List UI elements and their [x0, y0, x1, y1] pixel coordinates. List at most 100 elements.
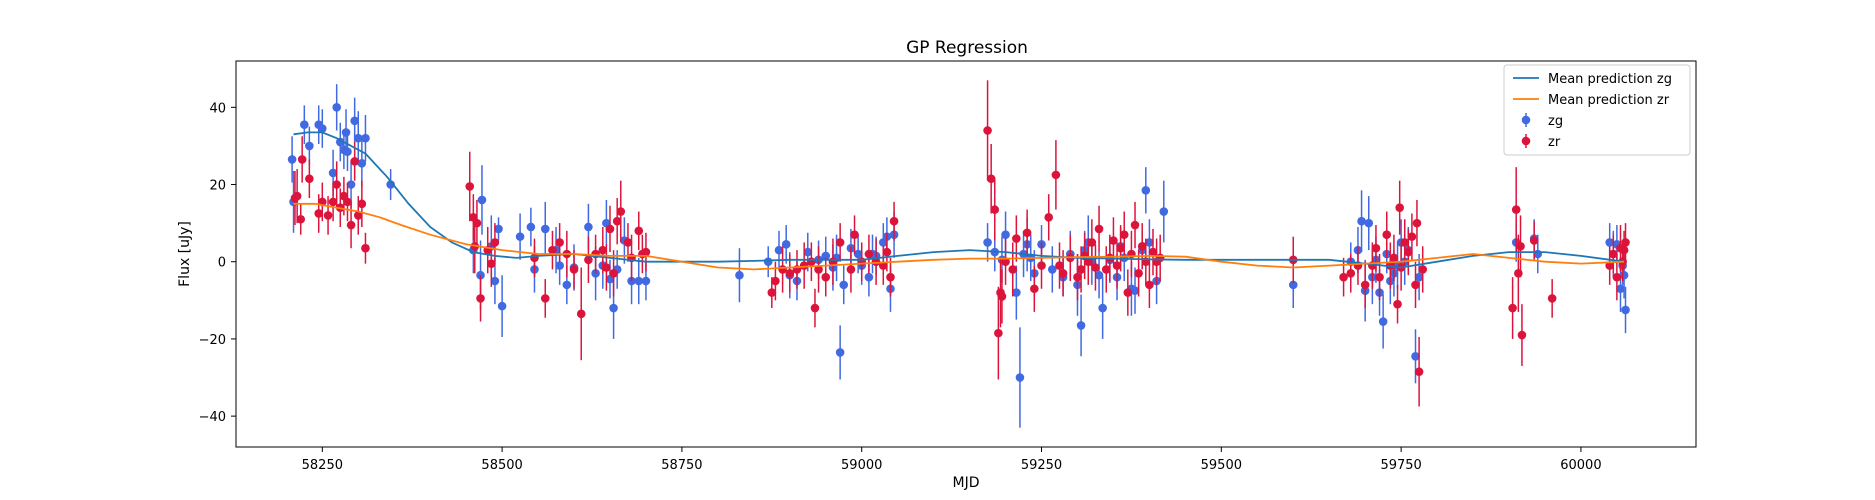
zr-data-point [1055, 261, 1064, 270]
zr-data-point [343, 197, 352, 207]
zg-data-point [350, 116, 359, 126]
zr-data-point [305, 174, 314, 184]
zr-data-point [767, 288, 777, 297]
zg-data-point [318, 124, 327, 133]
y-axis-label: Flux [uJy] [177, 221, 193, 287]
zr-data-point [616, 207, 626, 216]
zg-data-point [341, 128, 351, 137]
x-tick-label: 59500 [1201, 458, 1242, 473]
zg-data-point [386, 180, 395, 189]
legend-label: Mean prediction zg [1548, 72, 1672, 87]
legend-label: zr [1548, 135, 1561, 150]
zr-data-point [1612, 272, 1622, 282]
zr-data-point [1371, 243, 1381, 253]
zr-data-point [986, 174, 996, 184]
zr-data-point [1619, 245, 1629, 255]
zr-data-point [1058, 269, 1068, 278]
zr-data-point [328, 197, 338, 207]
legend-box [1503, 64, 1691, 156]
zr-data-point [1346, 269, 1356, 278]
plot-area-frame [235, 60, 1697, 448]
zr-data-point [1134, 269, 1143, 278]
zr-data-point [1621, 238, 1630, 247]
zg-data-point [627, 276, 636, 286]
zg-data-point [1141, 186, 1151, 195]
zg-data-point [346, 180, 356, 189]
zg-data-point [300, 120, 309, 129]
x-tick-label: 58500 [481, 458, 522, 473]
zr-data-point [810, 303, 820, 313]
zr-data-point [990, 205, 1000, 214]
zr-data-point [997, 292, 1007, 301]
zg-data-point [526, 222, 536, 232]
x-axis-label: MJD [953, 475, 980, 491]
zr-data-point [1414, 367, 1424, 377]
zr-data-point [1044, 213, 1054, 222]
zr-data-point [1375, 272, 1384, 282]
zr-data-point [1001, 257, 1010, 267]
zr-data-point [569, 265, 579, 274]
chart-title: GP Regression [906, 38, 1028, 58]
legend-label: Mean prediction zr [1548, 93, 1670, 108]
zr-data-point [292, 191, 302, 201]
zr-data-point [1130, 220, 1140, 230]
zg-data-point [1619, 270, 1629, 280]
y-tick-label: −20 [199, 333, 226, 348]
zg-data-point [1159, 207, 1169, 216]
y-tick-label: −40 [199, 410, 226, 425]
zr-data-point [465, 182, 475, 191]
zr-data-point [576, 309, 586, 319]
zr-data-point [1395, 203, 1404, 212]
zr-data-point [584, 255, 593, 265]
zg-data-point [1048, 265, 1057, 274]
zr-data-point [353, 211, 363, 220]
zg-data-point [853, 249, 863, 259]
zr-data-point [1148, 247, 1158, 257]
zr-data-point [807, 257, 816, 267]
zg-data-point [1364, 218, 1374, 228]
zr-data-point [1605, 261, 1614, 270]
zg-data-point [641, 276, 651, 286]
x-tick-label: 59750 [1380, 458, 1421, 473]
zr-data-point [623, 238, 633, 247]
zr-data-point [1418, 265, 1427, 274]
zr-data-point [548, 245, 557, 255]
zr-data-point [602, 263, 611, 272]
zg-data-point [763, 257, 773, 267]
zr-data-point [609, 269, 618, 278]
zr-data-point [1094, 224, 1104, 234]
zg-data-point [1414, 272, 1424, 282]
zr-data-point [1051, 170, 1061, 180]
zr-data-point [361, 243, 370, 253]
zg-data-point [803, 247, 813, 257]
zr-data-point [1511, 205, 1521, 214]
zr-data-point [1407, 232, 1417, 241]
x-tick-label: 60000 [1560, 458, 1601, 473]
zg-data-point [1094, 270, 1104, 280]
zg-data-point [1076, 321, 1086, 330]
zr-data-point [357, 199, 367, 209]
zr-data-point [1116, 243, 1125, 253]
zg-data-point [1145, 238, 1154, 247]
zr-data-point [1393, 299, 1402, 309]
zr-data-point [476, 294, 485, 303]
zr-data-point [634, 226, 644, 236]
zg-data-point [1616, 284, 1625, 294]
zg-data-point [1288, 280, 1298, 290]
zr-series [290, 80, 1630, 407]
zr-data-point [1119, 230, 1129, 239]
zr-data-point [1608, 249, 1618, 259]
zr-data-point [1516, 241, 1525, 251]
x-tick-label: 59000 [841, 458, 882, 473]
zg-data-point [735, 270, 744, 280]
zr-data-point [821, 272, 831, 282]
legend-marker-swatch [1521, 136, 1531, 146]
zg-data-point [781, 240, 791, 249]
zr-data-point [296, 214, 306, 224]
zr-data-point [1101, 265, 1111, 274]
zr-data-point [555, 238, 564, 247]
zg-data-point [983, 238, 992, 247]
zg-data-point [584, 222, 593, 232]
zg-data-point [839, 280, 849, 290]
zr-data-point [1145, 280, 1154, 290]
